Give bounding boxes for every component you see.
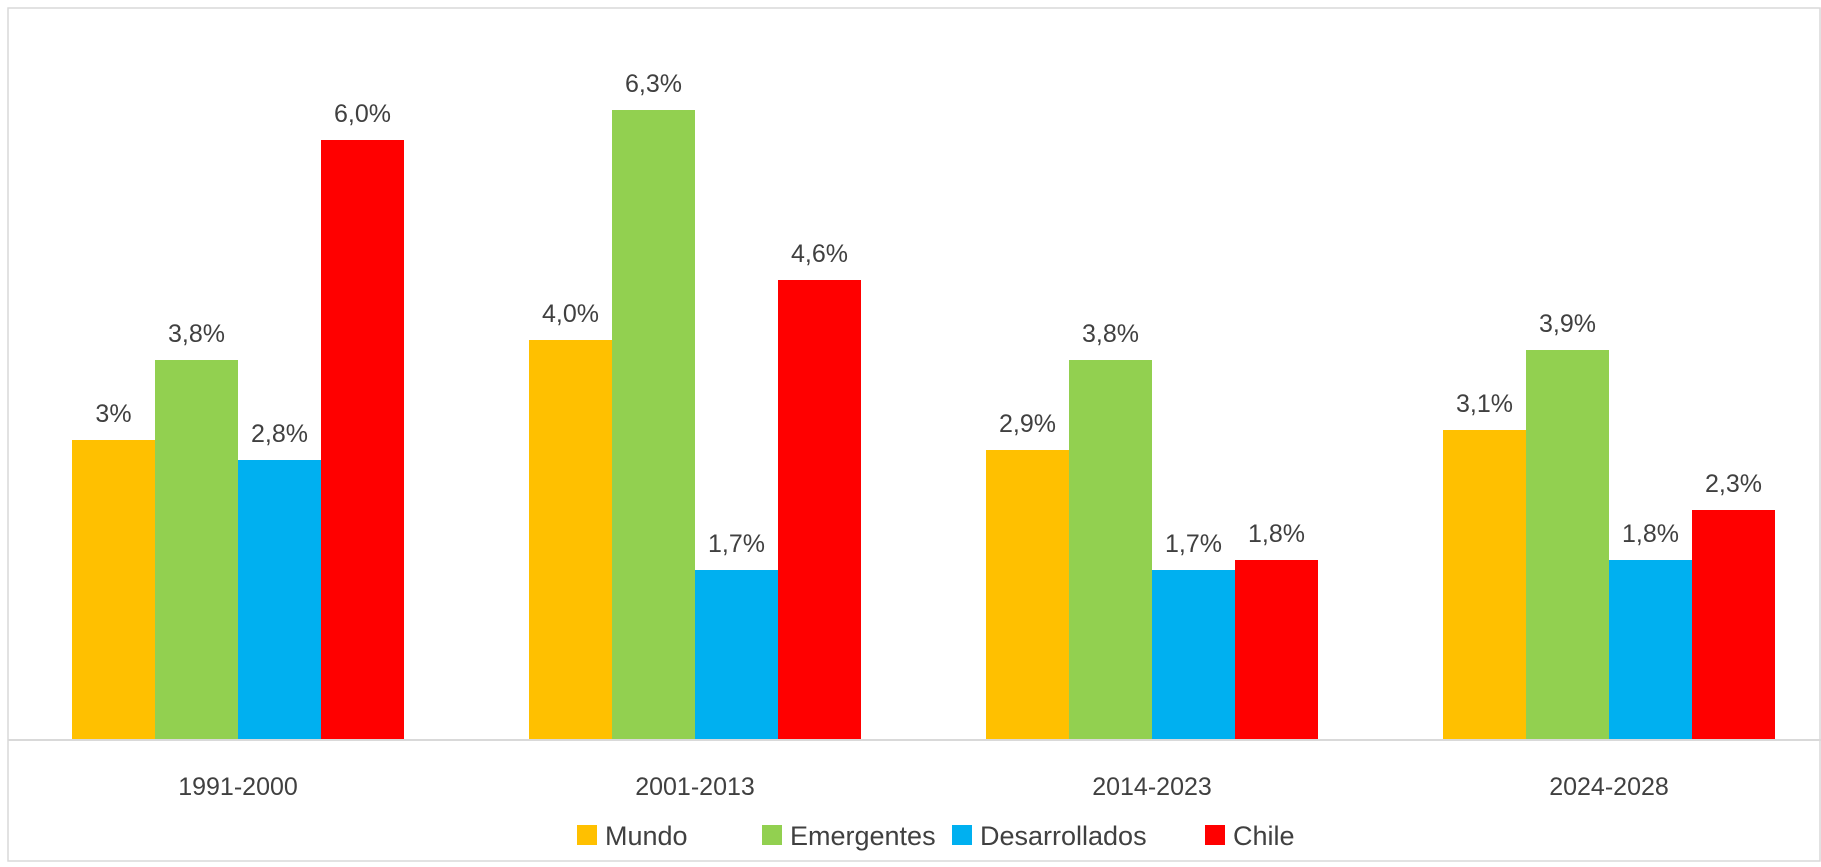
bar-chile-2024-2028 (1692, 510, 1775, 740)
legend-swatch-chile (1205, 825, 1225, 845)
data-label-mundo-2024-2028: 3,1% (1456, 390, 1513, 418)
legend-label-emergentes: Emergentes (790, 821, 936, 851)
data-label-emergentes-2024-2028: 3,9% (1539, 310, 1596, 338)
x-tick-labels: 1991-2000 2001-2013 2014-2023 2024-2028 (178, 773, 1669, 801)
legend: Mundo Emergentes Desarrollados Chile (577, 821, 1295, 851)
legend-swatch-desarrollados (952, 825, 972, 845)
data-label-chile-1991-2000: 6,0% (334, 100, 391, 128)
data-label-emergentes-1991-2000: 3,8% (168, 320, 225, 348)
data-label-desarrollados-2024-2028: 1,8% (1622, 520, 1679, 548)
bar-emergentes-2001-2013 (612, 110, 695, 740)
bar-mundo-2014-2023 (986, 450, 1069, 740)
data-label-chile-2001-2013: 4,6% (791, 240, 848, 268)
data-label-mundo-2014-2023: 2,9% (999, 410, 1056, 438)
bar-desarrollados-1991-2000 (238, 460, 321, 740)
legend-swatch-emergentes (762, 825, 782, 845)
bar-chile-1991-2000 (321, 140, 404, 740)
legend-label-mundo: Mundo (605, 821, 688, 851)
bar-emergentes-1991-2000 (155, 360, 238, 740)
bar-emergentes-2014-2023 (1069, 360, 1152, 740)
bar-desarrollados-2024-2028 (1609, 560, 1692, 740)
bar-desarrollados-2014-2023 (1152, 570, 1235, 740)
data-label-desarrollados-2014-2023: 1,7% (1165, 530, 1222, 558)
data-label-chile-2014-2023: 1,8% (1248, 520, 1305, 548)
x-tick-label: 2014-2023 (1092, 773, 1212, 801)
bar-chile-2014-2023 (1235, 560, 1318, 740)
legend-label-chile: Chile (1233, 821, 1295, 851)
x-tick-label: 2024-2028 (1549, 773, 1669, 801)
data-label-mundo-1991-2000: 3% (95, 400, 131, 428)
bar-mundo-1991-2000 (72, 440, 155, 740)
bar-chile-2001-2013 (778, 280, 861, 740)
legend-label-desarrollados: Desarrollados (980, 821, 1147, 851)
legend-swatch-mundo (577, 825, 597, 845)
bar-emergentes-2024-2028 (1526, 350, 1609, 740)
bar-desarrollados-2001-2013 (695, 570, 778, 740)
x-tick-label: 2001-2013 (635, 773, 755, 801)
data-label-desarrollados-1991-2000: 2,8% (251, 420, 308, 448)
data-label-desarrollados-2001-2013: 1,7% (708, 530, 765, 558)
bar-mundo-2001-2013 (529, 340, 612, 740)
bars-layer (72, 110, 1775, 740)
bar-mundo-2024-2028 (1443, 430, 1526, 740)
data-label-mundo-2001-2013: 4,0% (542, 300, 599, 328)
data-label-emergentes-2014-2023: 3,8% (1082, 320, 1139, 348)
data-label-emergentes-2001-2013: 6,3% (625, 70, 682, 98)
x-tick-label: 1991-2000 (178, 773, 298, 801)
data-labels-layer: 3% 3,8% 2,8% 6,0% 4,0% 6,3% 1,7% 4,6% 2,9% 3,8% 1,… (95, 70, 1762, 558)
data-label-chile-2024-2028: 2,3% (1705, 470, 1762, 498)
